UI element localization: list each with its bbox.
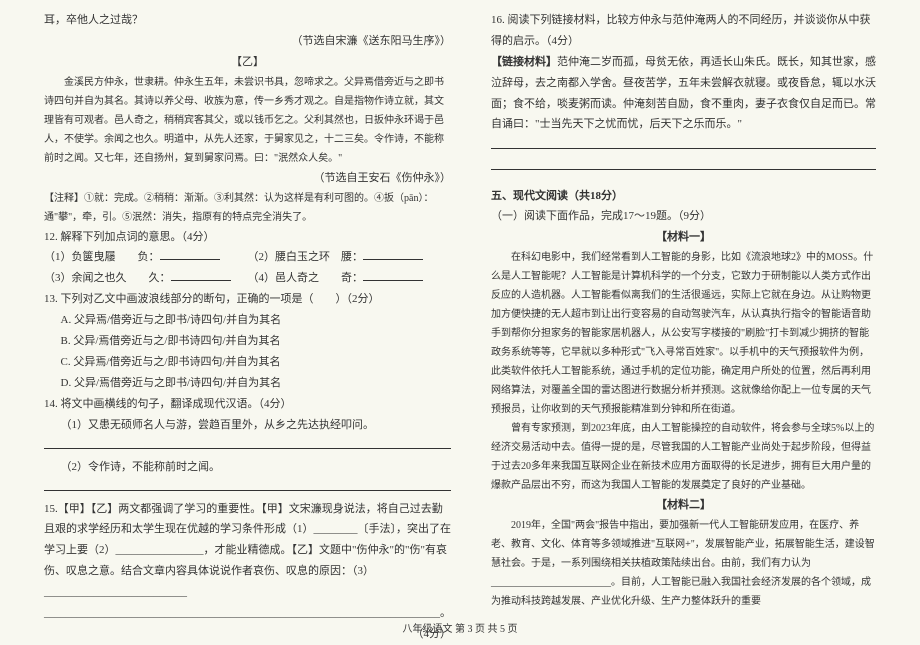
q16-blank-1[interactable] <box>491 135 876 148</box>
section-5-title: 五、现代文阅读（共18分） <box>491 186 876 207</box>
notes: 【注释】①就：完成。②稍稍：渐渐。③利其然：认为这样是有利可图的。④扳（pān）… <box>44 189 451 227</box>
passage-yi: 金溪民方仲永，世隶耕。仲永生五年，未尝识书具，忽啼求之。父异焉借旁近与之即书诗四… <box>44 73 451 168</box>
link-block: 【链接材料】范仲淹二岁而孤，母贫无依，再适长山朱氏。既长，知其世家，感泣辞母，去… <box>491 52 876 136</box>
q15-stem: 15.【甲】【乙】两文都强调了学习的重要性。【甲】文宋濂现身说法，将自己过去勤且… <box>44 499 451 603</box>
right-column: 16. 阅读下列链接材料，比较方仲永与范仲淹两人的不同经历，并谈谈你从中获得的启… <box>471 10 890 619</box>
q12-blank-1[interactable] <box>160 249 220 260</box>
exam-page: 耳，卒他人之过哉？ （节选自宋濂《送东阳马生序》） 【乙】 金溪民方仲永，世隶耕… <box>0 0 920 639</box>
page-footer: 八年级语文 第 3 页 共 5 页 <box>403 620 518 635</box>
q12-2b: （4）邑人奇之 <box>248 272 320 284</box>
q16-stem: 16. 阅读下列链接材料，比较方仲永与范仲淹两人的不同经历，并谈谈你从中获得的启… <box>491 10 876 52</box>
spacer <box>491 178 876 186</box>
q12-blank-2[interactable] <box>363 249 423 260</box>
q12-blank-4[interactable] <box>363 270 423 281</box>
material-2-p1: 2019年，全国"两会"报告中指出，要加强新一代人工智能研发应用，在医疗、养老、… <box>491 516 876 611</box>
q13-stem: 13. 下列对乙文中画波浪线部分的断句，正确的一项是（ ）（2分） <box>44 289 451 310</box>
q14-1: （1）又患无硕师名人与游，尝趋百里外，从乡之先达执经叩问。 <box>44 415 451 436</box>
q12-1b: （2）腰白玉之环 <box>248 251 331 263</box>
q12-1b-label: 腰： <box>341 251 363 263</box>
material-1-label: 【材料一】 <box>491 227 876 248</box>
q14-blank-1[interactable] <box>44 435 451 448</box>
q14-2: （2）令作诗，不能称前时之闻。 <box>44 457 451 478</box>
link-label: 【链接材料】 <box>491 56 557 68</box>
q12-1a: （1）负箧曳屦 <box>44 251 116 263</box>
q12-row1: （1）负箧曳屦 负： （2）腰白玉之环 腰： <box>44 247 451 268</box>
q12-2a: （3）余闻之也久 <box>44 272 127 284</box>
q14-stem: 14. 将文中画横线的句子，翻译成现代汉语。（4分） <box>44 394 451 415</box>
q14-blank-2[interactable] <box>44 477 451 490</box>
q12-2b-label: 奇： <box>341 272 363 284</box>
q15-score: （4分） <box>44 624 451 645</box>
q13-opt-a: A. 父异焉/借旁近与之即书/诗四句/并自为其名 <box>44 310 451 331</box>
q13-opt-b: B. 父异/焉借旁近与之/即书诗四句/并自为其名 <box>44 331 451 352</box>
q13-opt-c: C. 父异焉/借旁近与之/即书诗四句/并自为其名 <box>44 352 451 373</box>
q12-1a-label: 负： <box>138 251 160 263</box>
source-citation-1: （节选自宋濂《送东阳马生序》） <box>44 31 451 52</box>
q12-2a-label: 久： <box>149 272 171 284</box>
source-citation-2: （节选自王安石《伤仲永》） <box>44 168 451 189</box>
material-1-p1: 在科幻电影中，我们经常看到人工智能的身影，比如《流浪地球2》中的MOSS。什么是… <box>491 248 876 419</box>
material-2-label: 【材料二】 <box>491 495 876 516</box>
q15-line: ________________________________________… <box>44 603 451 624</box>
part-1-title: （一）阅读下面作品，完成17～19题。（9分） <box>491 206 876 227</box>
q12-stem: 12. 解释下列加点词的意思。（4分） <box>44 227 451 248</box>
q16-blank-2[interactable] <box>491 156 876 169</box>
material-1-p2: 曾有专家预测，到2023年底，由人工智能操控的自动软件，将会参与全球5%以上的经… <box>491 419 876 495</box>
q13-opt-d: D. 父异/焉借旁近与之即书/诗四句/并自为其名 <box>44 373 451 394</box>
left-column: 耳，卒他人之过哉？ （节选自宋濂《送东阳马生序》） 【乙】 金溪民方仲永，世隶耕… <box>30 10 471 619</box>
opening-line: 耳，卒他人之过哉？ <box>44 10 451 31</box>
q12-blank-3[interactable] <box>171 270 231 281</box>
q12-row2: （3）余闻之也久 久： （4）邑人奇之 奇： <box>44 268 451 289</box>
heading-yi: 【乙】 <box>44 52 451 73</box>
